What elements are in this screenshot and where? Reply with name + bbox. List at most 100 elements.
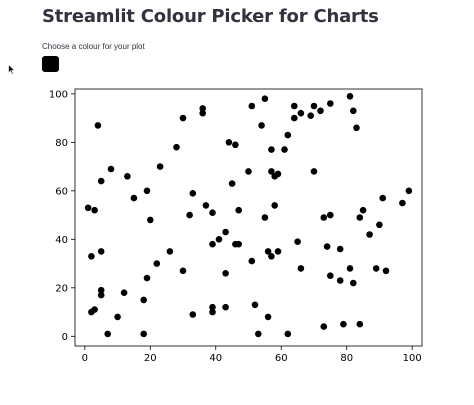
scatter-point bbox=[346, 265, 354, 272]
scatter-point bbox=[297, 109, 305, 117]
scatter-point bbox=[264, 248, 272, 255]
scatter-point bbox=[107, 165, 115, 173]
scatter-points bbox=[84, 93, 413, 338]
plot-frame bbox=[74, 88, 423, 347]
scatter-point bbox=[104, 330, 111, 338]
scatter-point bbox=[297, 265, 305, 272]
scatter-point bbox=[222, 303, 229, 311]
scatter-point bbox=[225, 139, 233, 146]
x-tick-label: 0 bbox=[82, 353, 88, 364]
scatter-point bbox=[153, 260, 161, 267]
scatter-point bbox=[366, 231, 373, 238]
scatter-point bbox=[284, 131, 292, 139]
scatter-point bbox=[199, 105, 206, 112]
color-picker-swatch[interactable] bbox=[42, 56, 59, 72]
scatter-point bbox=[114, 313, 121, 321]
scatter-point bbox=[222, 270, 229, 277]
x-tick-label: 80 bbox=[340, 353, 353, 364]
scatter-point bbox=[143, 187, 151, 195]
scatter-point bbox=[235, 240, 242, 248]
y-tick-label: 60 bbox=[55, 186, 68, 197]
scatter-point bbox=[209, 303, 216, 311]
scatter-point bbox=[310, 168, 318, 175]
scatter-point bbox=[346, 93, 354, 100]
x-tick-label: 20 bbox=[144, 353, 157, 364]
x-tick-label: 60 bbox=[275, 353, 288, 364]
scatter-point bbox=[202, 202, 210, 209]
scatter-point bbox=[173, 143, 180, 151]
scatter-point bbox=[199, 109, 206, 117]
y-tick-label: 100 bbox=[49, 89, 68, 100]
scatter-point bbox=[320, 323, 328, 330]
scatter-point bbox=[264, 313, 272, 321]
scatter-point bbox=[284, 330, 292, 338]
y-tick-label: 20 bbox=[55, 283, 68, 294]
scatter-point bbox=[268, 146, 275, 153]
scatter-point bbox=[97, 291, 105, 299]
y-tick-label: 80 bbox=[55, 138, 68, 149]
scatter-point bbox=[97, 248, 105, 255]
scatter-point bbox=[156, 163, 164, 170]
scatter-point bbox=[405, 187, 413, 195]
scatter-point bbox=[143, 274, 151, 282]
scatter-point bbox=[336, 277, 344, 284]
scatter-point bbox=[399, 199, 406, 207]
scatter-point bbox=[254, 330, 262, 338]
scatter-point bbox=[179, 114, 187, 122]
scatter-point bbox=[323, 243, 331, 250]
scatter-point bbox=[235, 206, 242, 214]
scatter-point bbox=[209, 240, 216, 248]
scatter-point bbox=[268, 168, 275, 175]
scatter-point bbox=[120, 289, 128, 297]
scatter-point bbox=[317, 107, 324, 115]
scatter-point bbox=[281, 146, 288, 153]
scatter-point bbox=[209, 308, 216, 316]
y-tick-label: 40 bbox=[55, 235, 68, 246]
scatter-point bbox=[124, 173, 131, 180]
scatter-point bbox=[350, 107, 357, 115]
mouse-pointer-icon bbox=[8, 64, 16, 75]
scatter-point bbox=[353, 124, 360, 132]
scatter-point bbox=[228, 180, 236, 187]
scatter-point bbox=[84, 204, 92, 212]
scatter-point bbox=[147, 216, 154, 224]
scatter-point bbox=[261, 95, 269, 102]
scatter-point bbox=[91, 206, 98, 214]
scatter-point bbox=[179, 267, 187, 275]
scatter-point bbox=[91, 306, 98, 313]
scatter-point bbox=[340, 320, 347, 328]
color-picker-label: Choose a colour for your plot bbox=[42, 42, 145, 51]
scatter-point bbox=[245, 168, 252, 175]
scatter-point bbox=[258, 122, 265, 129]
scatter-point bbox=[186, 211, 193, 219]
scatter-point bbox=[140, 296, 147, 304]
scatter-point bbox=[248, 257, 256, 265]
scatter-point bbox=[291, 114, 298, 122]
scatter-point bbox=[320, 214, 328, 221]
x-tick-label: 100 bbox=[403, 353, 422, 364]
scatter-point bbox=[232, 141, 239, 149]
chart-axes: 0 20 40 60 80 100 0 20 40 60 80 100 bbox=[49, 88, 423, 364]
scatter-point bbox=[359, 206, 367, 214]
scatter-point bbox=[274, 248, 282, 255]
scatter-point bbox=[336, 245, 344, 253]
scatter-point bbox=[222, 228, 229, 236]
scatter-point bbox=[97, 177, 105, 185]
x-tick-label: 40 bbox=[209, 353, 222, 364]
scatter-point bbox=[274, 170, 282, 178]
scatter-point bbox=[310, 102, 318, 110]
scatter-point bbox=[356, 320, 364, 328]
scatter-point bbox=[189, 190, 197, 197]
scatter-point bbox=[376, 221, 383, 229]
scatter-point bbox=[209, 209, 216, 216]
scatter-point bbox=[261, 214, 269, 221]
page-title: Streamlit Colour Picker for Charts bbox=[42, 6, 379, 27]
scatter-point bbox=[271, 202, 279, 209]
scatter-point bbox=[166, 248, 174, 255]
scatter-point bbox=[189, 311, 197, 318]
scatter-point bbox=[88, 252, 95, 260]
scatter-point bbox=[251, 301, 259, 309]
scatter-point bbox=[94, 122, 102, 129]
